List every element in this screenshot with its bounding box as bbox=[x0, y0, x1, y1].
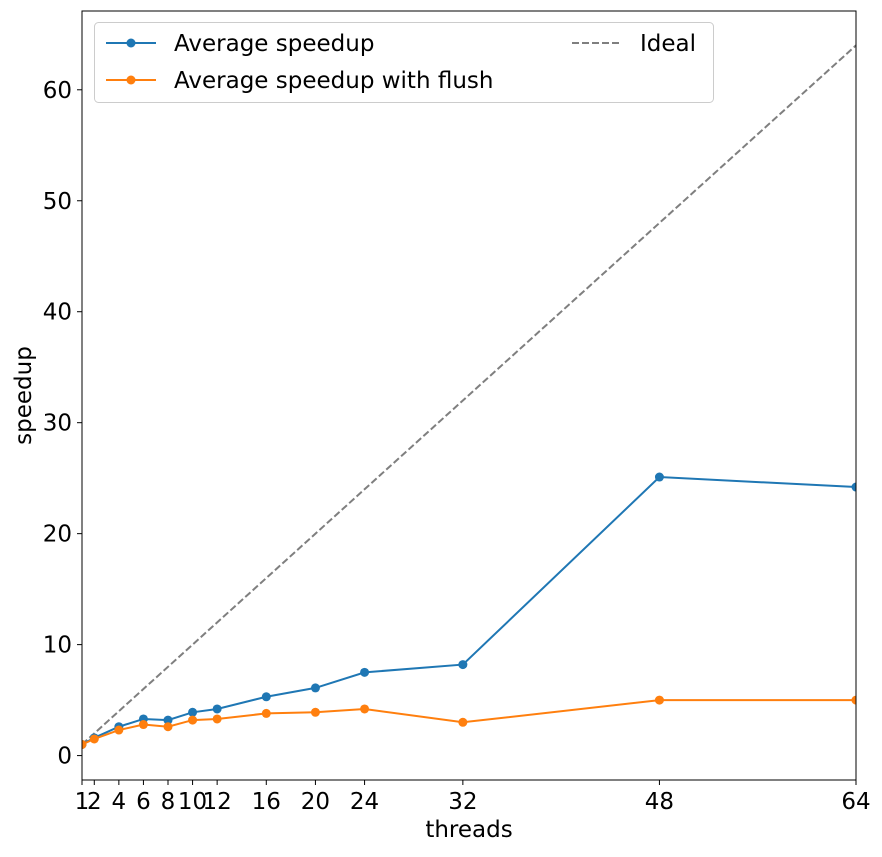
x-tick-label: 4 bbox=[112, 789, 127, 815]
data-point-average-speedup-with-flush bbox=[458, 717, 468, 727]
series-ideal bbox=[82, 44, 856, 746]
legend-label-average-speedup: Average speedup bbox=[174, 31, 374, 57]
legend-label-ideal: Ideal bbox=[640, 31, 696, 57]
y-axis-label: speedup bbox=[11, 346, 37, 445]
data-point-average-speedup-with-flush bbox=[114, 725, 124, 735]
x-tick-label: 24 bbox=[350, 789, 379, 815]
y-tick-label: 0 bbox=[57, 744, 72, 770]
y-tick-label: 60 bbox=[43, 78, 72, 104]
legend-item-average-speedup: Average speedup bbox=[106, 31, 374, 57]
y-tick-label: 40 bbox=[43, 300, 72, 326]
data-point-average-speedup bbox=[261, 692, 271, 702]
plot-area bbox=[81, 10, 857, 781]
x-axis-label: threads bbox=[425, 817, 512, 843]
y-tick-label: 50 bbox=[43, 189, 72, 215]
legend-marker-average-speedup-with-flush bbox=[126, 75, 136, 85]
x-tick-label: 16 bbox=[252, 789, 281, 815]
data-point-average-speedup bbox=[163, 715, 173, 725]
data-point-average-speedup-with-flush bbox=[212, 714, 222, 724]
data-point-average-speedup bbox=[188, 707, 198, 717]
x-tick-label: 32 bbox=[448, 789, 477, 815]
data-point-average-speedup-with-flush bbox=[163, 722, 173, 732]
plot-frame bbox=[81, 10, 857, 781]
x-tick-label: 8 bbox=[161, 789, 176, 815]
data-point-average-speedup-with-flush bbox=[82, 739, 87, 749]
data-point-average-speedup-with-flush bbox=[360, 704, 370, 714]
x-tick-label: 10 bbox=[178, 789, 207, 815]
data-point-average-speedup-with-flush bbox=[261, 708, 271, 718]
data-point-average-speedup-with-flush bbox=[310, 707, 320, 717]
y-tick-label: 10 bbox=[43, 633, 72, 659]
data-point-average-speedup bbox=[458, 660, 468, 670]
data-point-average-speedup bbox=[654, 472, 664, 482]
legend-marker-average-speedup bbox=[126, 38, 136, 48]
legend-box bbox=[94, 22, 714, 103]
data-point-average-speedup-with-flush bbox=[851, 695, 856, 705]
series-line-ideal bbox=[82, 44, 856, 746]
y-axis: 0 10 20 30 40 50 60 bbox=[43, 78, 82, 770]
x-tick-label: 64 bbox=[841, 789, 870, 815]
x-tick-label: 1 bbox=[75, 789, 90, 815]
legend: Average speedup Average speedup with flus… bbox=[94, 22, 714, 103]
data-point-average-speedup bbox=[212, 704, 222, 714]
x-tick-label: 12 bbox=[203, 789, 232, 815]
x-tick-label: 20 bbox=[301, 789, 330, 815]
x-tick-label: 6 bbox=[136, 789, 151, 815]
data-point-average-speedup-with-flush bbox=[654, 695, 664, 705]
data-point-average-speedup-with-flush bbox=[138, 720, 148, 730]
series-average-speedup-with-flush bbox=[82, 695, 856, 749]
data-point-average-speedup-with-flush bbox=[188, 715, 198, 725]
x-tick-label: 2 bbox=[87, 789, 102, 815]
series-line-average-speedup-with-flush bbox=[82, 699, 856, 746]
data-point-average-speedup bbox=[851, 482, 856, 492]
data-point-average-speedup-with-flush bbox=[89, 734, 99, 744]
legend-label-average-speedup-with-flush: Average speedup with flush bbox=[174, 68, 493, 94]
series-line-average-speedup bbox=[82, 476, 856, 746]
y-tick-label: 20 bbox=[43, 522, 72, 548]
x-tick-label: 48 bbox=[645, 789, 674, 815]
data-point-average-speedup bbox=[360, 667, 370, 677]
y-tick-label: 30 bbox=[43, 411, 72, 437]
series-average-speedup bbox=[82, 472, 856, 749]
legend-item-average-speedup-with-flush: Average speedup with flush bbox=[106, 68, 493, 94]
legend-item-ideal: Ideal bbox=[572, 31, 696, 57]
data-point-average-speedup bbox=[310, 683, 320, 693]
